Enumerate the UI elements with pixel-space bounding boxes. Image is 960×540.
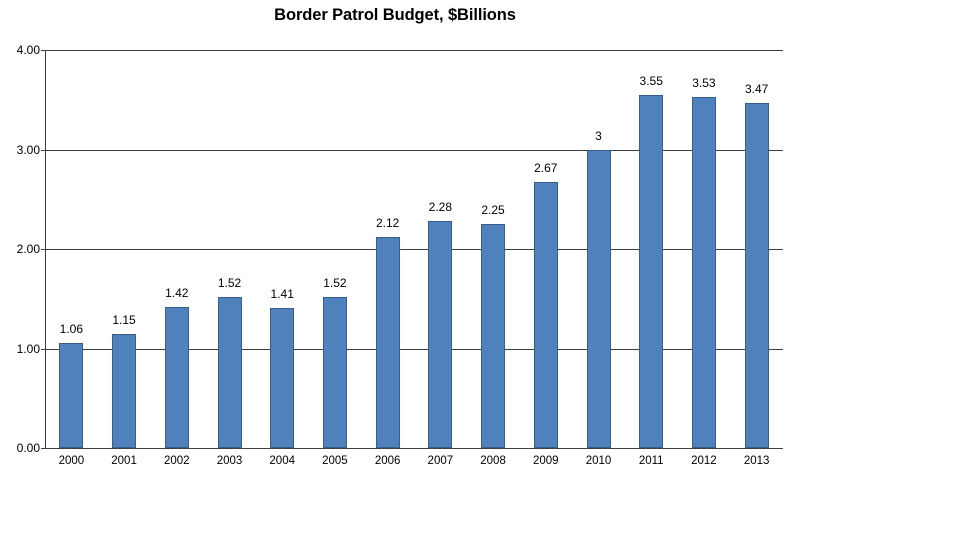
bar[interactable]: [164, 306, 189, 448]
x-tick-label: 2013: [743, 455, 770, 467]
bar-value-label: 2.25: [481, 203, 505, 218]
bar[interactable]: [586, 149, 611, 448]
x-tick-label: 2010: [585, 455, 612, 467]
x-tick-label: 2003: [216, 455, 243, 467]
x-tick-label: 2004: [269, 455, 295, 467]
bar-value-label: 1.15: [112, 312, 136, 327]
x-tick-label: 2002: [163, 455, 190, 467]
bar-value-label: 3.47: [744, 81, 769, 96]
bar-value-label: 1.06: [59, 321, 84, 336]
bar[interactable]: [481, 224, 506, 448]
x-tick-label: 2008: [480, 455, 506, 467]
x-tick-label: 2005: [322, 455, 348, 467]
bar-value-label: 1.42: [165, 285, 189, 300]
bar[interactable]: [691, 96, 716, 448]
bar-value-label: 3: [595, 128, 602, 143]
y-tick-label: 0.00: [16, 441, 40, 455]
y-tick-label: 2.00: [16, 242, 40, 256]
bar-value-label: 3.55: [639, 73, 663, 88]
bar[interactable]: [59, 342, 84, 448]
bar-value-label: 2.67: [534, 161, 558, 176]
y-tick-label: 4.00: [16, 43, 40, 57]
y-tick-label: 3.00: [16, 142, 40, 157]
y-axis-labels: 0.00 1.00 2.00 3.00 4.00: [0, 0, 40, 540]
x-tick-label: 2011: [638, 455, 664, 467]
bar[interactable]: [322, 296, 347, 448]
bar[interactable]: [533, 182, 558, 448]
x-tick-label: 2007: [427, 455, 454, 467]
bar-value-label: 3.53: [692, 75, 716, 90]
gridline-3.00: [45, 149, 783, 151]
bar-value-label: 2.12: [375, 216, 400, 231]
bar[interactable]: [744, 102, 769, 448]
plot-area: 1.06 1.15 1.42 1.52 1.41 1.52 2.12 2.28 2.25 2.67…: [45, 50, 783, 449]
x-tick-label: 2000: [58, 455, 85, 467]
bar[interactable]: [112, 333, 137, 448]
bar-value-label: 1.52: [217, 275, 242, 290]
bar[interactable]: [217, 296, 242, 448]
bar[interactable]: [270, 307, 295, 448]
x-axis-labels: 2000 2001 2002 2003 2004 2005 2006 2007 2008 2009…: [45, 455, 783, 475]
x-tick-label: 2006: [374, 455, 401, 467]
bar[interactable]: [428, 221, 453, 448]
gridline-4.00: [45, 50, 783, 51]
x-tick-label: 2012: [691, 455, 717, 467]
chart-title: Border Patrol Budget, $Billions: [274, 6, 516, 24]
bar[interactable]: [639, 94, 664, 448]
gridline-2.00: [45, 249, 783, 250]
bar[interactable]: [375, 237, 400, 448]
bar-value-label: 2.28: [428, 200, 453, 215]
gridline-1.00: [45, 348, 783, 350]
bar-value-label: 1.41: [270, 286, 294, 301]
x-tick-label: 2009: [532, 455, 559, 467]
bar-value-label: 1.52: [323, 275, 347, 290]
y-tick-label: 1.00: [16, 341, 40, 356]
gridline-0.00: [45, 448, 783, 449]
x-tick-label: 2001: [111, 455, 137, 467]
